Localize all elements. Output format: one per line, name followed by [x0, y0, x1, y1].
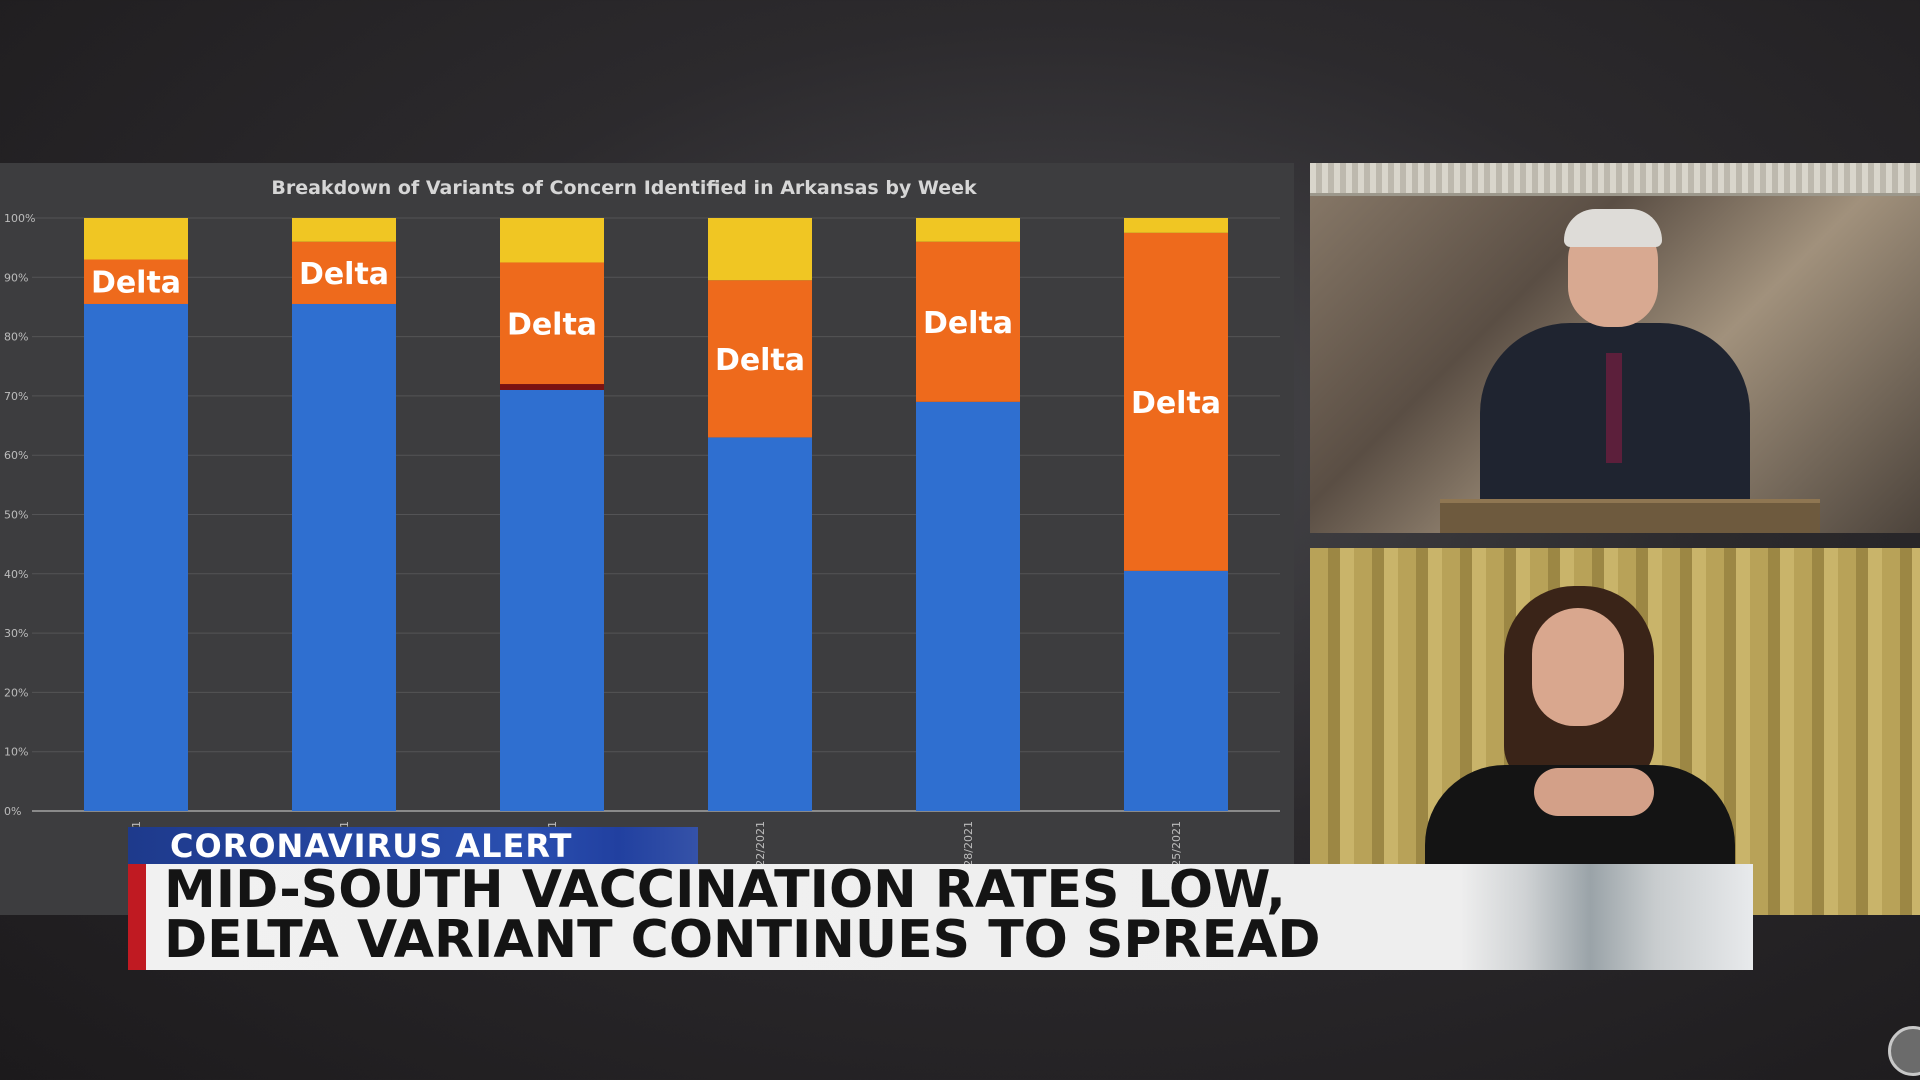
speaker-tie — [1606, 353, 1622, 463]
x-tick-label: 22/2021 — [754, 821, 767, 867]
y-tick-label: 10% — [4, 746, 28, 759]
variant-chart-panel: Breakdown of Variants of Concern Identif… — [0, 163, 1294, 915]
y-tick-label: 80% — [4, 331, 28, 344]
wall-molding — [1310, 163, 1920, 196]
bar-segment-series-3 — [500, 218, 604, 263]
delta-bar-label: Delta — [507, 307, 597, 342]
bar-segment-delta — [708, 280, 812, 438]
bar-segment-delta — [292, 241, 396, 304]
x-tick-label: 25/2021 — [1170, 821, 1183, 867]
headline-line-1: MID-SOUTH VACCINATION RATES LOW, — [164, 864, 1286, 920]
y-tick-label: 70% — [4, 390, 28, 403]
y-tick-label: 0% — [4, 805, 21, 818]
podium — [1440, 499, 1820, 533]
x-tick-label: 28/2021 — [962, 821, 975, 867]
y-tick-label: 100% — [4, 212, 35, 225]
delta-bar-label: Delta — [91, 266, 181, 301]
bar-segment-series-1 — [500, 384, 604, 390]
bar-segment-series-0 — [292, 303, 396, 811]
bar-segment-series-3 — [916, 218, 1020, 242]
x-tick-label: 1 — [546, 821, 559, 828]
delta-bar-label: Delta — [923, 306, 1013, 341]
bar-segment-series-0 — [916, 401, 1020, 811]
bar-segment-delta — [500, 262, 604, 385]
bar-segment-series-0 — [84, 303, 188, 811]
alert-tag-text: CORONAVIRUS ALERT — [170, 827, 573, 865]
delta-bar-label: Delta — [299, 257, 389, 292]
delta-bar-label: Delta — [715, 343, 805, 378]
bar-segment-series-0 — [708, 437, 812, 811]
bar-segment-series-3 — [708, 218, 812, 281]
stacked-bar-chart: Breakdown of Variants of Concern Identif… — [4, 177, 1280, 867]
bar-segment-series-0 — [1124, 570, 1228, 811]
speaker-hair — [1564, 209, 1662, 247]
bar-segment-series-3 — [84, 218, 188, 260]
headline-accent-bar — [128, 864, 146, 970]
bar-segment-series-3 — [1124, 218, 1228, 233]
station-logo-bug — [1888, 1026, 1920, 1076]
delta-bar-label: Delta — [1131, 386, 1221, 421]
x-tick-label: 1 — [338, 821, 351, 828]
bar-segment-delta — [1124, 232, 1228, 571]
y-tick-label: 30% — [4, 627, 28, 640]
bar-segment-series-3 — [292, 218, 396, 242]
y-tick-label: 90% — [4, 271, 28, 284]
interpreter-video-feed — [1310, 548, 1920, 915]
coronavirus-alert-tag: CORONAVIRUS ALERT — [128, 827, 698, 864]
governor-video-feed — [1310, 163, 1920, 533]
interpreter-face — [1532, 608, 1624, 726]
y-tick-label: 50% — [4, 509, 28, 522]
chart-title: Breakdown of Variants of Concern Identif… — [271, 177, 977, 199]
headline-lower-third: MID-SOUTH VACCINATION RATES LOW, DELTA V… — [128, 864, 1753, 970]
y-tick-label: 40% — [4, 568, 28, 581]
x-tick-label: 1 — [130, 821, 143, 828]
y-tick-label: 20% — [4, 686, 28, 699]
bar-segment-delta — [916, 241, 1020, 402]
bar-segment-series-0 — [500, 389, 604, 811]
interpreter-hands — [1534, 768, 1654, 816]
headline-line-2: DELTA VARIANT CONTINUES TO SPREAD — [164, 910, 1321, 970]
y-tick-label: 60% — [4, 449, 28, 462]
bar-segment-delta — [84, 259, 188, 304]
